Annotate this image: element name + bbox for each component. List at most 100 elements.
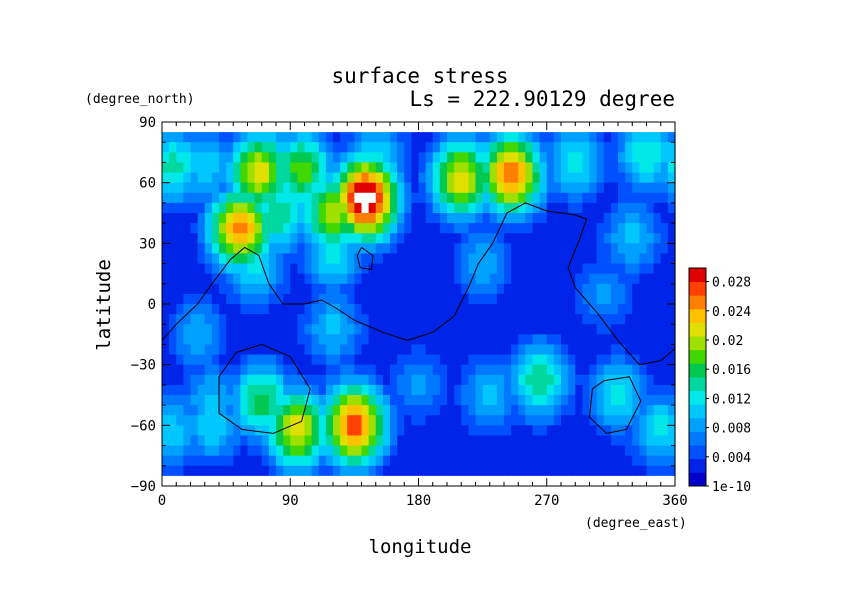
heatmap-cell (504, 192, 512, 204)
heatmap-cell (561, 243, 569, 255)
heatmap-cell (233, 465, 241, 477)
heatmap-cell (625, 415, 633, 426)
heatmap-cell (432, 152, 441, 164)
heatmap-cell (539, 273, 548, 285)
heatmap-cell (397, 192, 405, 204)
heatmap-cell (404, 364, 412, 376)
heatmap-cell (518, 334, 526, 346)
heatmap-cell (390, 293, 398, 305)
heatmap-cell (290, 283, 298, 295)
heatmap-cell (390, 243, 398, 255)
heatmap-cell (368, 445, 377, 457)
heatmap-cell (618, 374, 626, 386)
heatmap-cell (532, 253, 541, 265)
heatmap-cell (468, 415, 477, 426)
heatmap-cell (532, 324, 541, 335)
heatmap-cell (553, 283, 562, 295)
heatmap-cell (618, 304, 626, 315)
heatmap-cell (375, 314, 384, 325)
heatmap-cell (575, 384, 583, 396)
heatmap-cell (325, 172, 334, 184)
heatmap-cell (425, 405, 434, 416)
heatmap-cell (482, 223, 491, 234)
heatmap-cell (667, 415, 676, 426)
heatmap-cell (204, 455, 213, 467)
heatmap-cell (197, 344, 206, 356)
heatmap-cell (169, 435, 177, 447)
heatmap-cell (390, 172, 398, 184)
heatmap-cell (290, 384, 298, 396)
heatmap-cell (568, 455, 576, 467)
heatmap-cell (425, 162, 434, 174)
heatmap-cell (247, 182, 256, 194)
heatmap-cell (247, 304, 256, 315)
heatmap-cell (475, 142, 484, 153)
heatmap-cell (468, 233, 477, 244)
heatmap-cell (511, 405, 519, 416)
heatmap-cell (311, 374, 320, 386)
heatmap-cell (610, 324, 619, 335)
heatmap-cell (283, 182, 291, 194)
heatmap-cell (333, 415, 341, 426)
heatmap-cell (482, 192, 491, 204)
heatmap-cell (347, 162, 355, 174)
heatmap-cell (532, 223, 541, 234)
heatmap-cell (525, 304, 534, 315)
heatmap-cell (382, 374, 391, 386)
heatmap-cell (197, 213, 206, 224)
heatmap-cell (418, 273, 427, 285)
heatmap-cell (468, 334, 477, 346)
heatmap-cell (639, 374, 648, 386)
heatmap-cell (247, 475, 256, 487)
heatmap-cell (197, 182, 206, 194)
heatmap-cell (325, 293, 334, 305)
heatmap-cell (333, 223, 341, 234)
heatmap-cell (211, 445, 220, 457)
heatmap-cell (546, 324, 555, 335)
heatmap-cell (219, 293, 227, 305)
heatmap-cell (254, 324, 263, 335)
heatmap-cell (340, 273, 348, 285)
heatmap-cell (432, 223, 441, 234)
heatmap-cell (489, 425, 498, 437)
heatmap-cell (461, 223, 469, 234)
heatmap-cell (454, 405, 462, 416)
heatmap-cell (667, 283, 676, 295)
heatmap-cell (568, 364, 576, 376)
heatmap-cell (539, 455, 548, 467)
heatmap-cell (368, 162, 377, 174)
heatmap-cell (660, 182, 669, 194)
heatmap-cell (468, 374, 477, 386)
heatmap-cell (183, 395, 192, 406)
heatmap-cell (361, 435, 370, 447)
heatmap-cell (561, 213, 569, 224)
heatmap-cell (532, 233, 541, 244)
heatmap-cell (261, 304, 270, 315)
heatmap-cell (233, 132, 241, 143)
heatmap-cell (219, 395, 227, 406)
heatmap-cell (354, 162, 363, 174)
heatmap-cell (539, 192, 548, 204)
heatmap-cell (610, 475, 619, 487)
heatmap-cell (304, 152, 313, 164)
heatmap-cell (546, 354, 555, 366)
heatmap-cell (226, 233, 234, 244)
heatmap-cell (504, 142, 512, 153)
heatmap-cell (589, 364, 598, 376)
heatmap-cell (361, 405, 370, 416)
heatmap-cell (240, 283, 249, 295)
heatmap-cell (219, 344, 227, 356)
heatmap-cell (546, 142, 555, 153)
heatmap-cell (589, 182, 598, 194)
heatmap-cell (390, 334, 398, 346)
heatmap-cell (582, 435, 591, 447)
heatmap-cell (660, 253, 669, 265)
heatmap-cell (425, 324, 434, 335)
heatmap-cell (546, 334, 555, 346)
heatmap-cell (333, 283, 341, 295)
heatmap-cell (632, 213, 640, 224)
heatmap-cell (340, 132, 348, 143)
heatmap-cell (404, 233, 412, 244)
heatmap-cell (411, 182, 420, 194)
heatmap-cell (368, 435, 377, 447)
